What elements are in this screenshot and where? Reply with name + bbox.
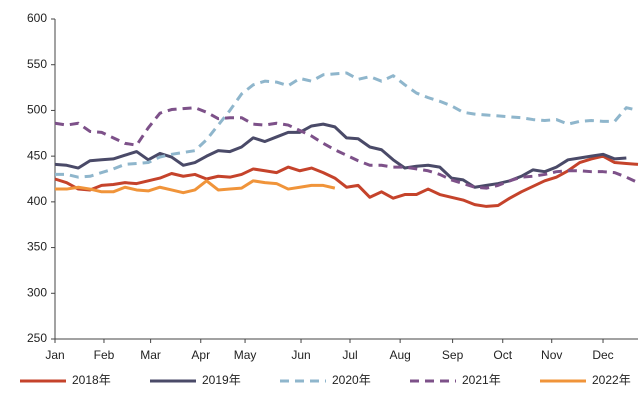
x-tick-label: Aug <box>389 348 410 362</box>
x-tick-label: Mar <box>140 348 161 362</box>
x-tick-label: Feb <box>94 348 115 362</box>
x-tick-label: Jun <box>291 348 310 362</box>
y-tick-label: 350 <box>27 240 47 254</box>
x-tick-label: Jan <box>45 348 64 362</box>
legend-label: 2020年 <box>332 373 371 387</box>
legend-label: 2018年 <box>72 373 111 387</box>
x-tick-label: Nov <box>541 348 562 362</box>
x-tick-label: Sep <box>442 348 464 362</box>
legend-label: 2021年 <box>462 373 501 387</box>
x-tick-label: Oct <box>493 348 512 362</box>
y-tick-label: 300 <box>27 285 47 299</box>
series-line <box>55 71 639 179</box>
y-tick-label: 600 <box>27 11 47 25</box>
x-tick-label: Jul <box>342 348 357 362</box>
x-tick-label: Apr <box>191 348 210 362</box>
series-line <box>54 122 627 189</box>
legend-label: 2019年 <box>202 373 241 387</box>
y-tick-label: 400 <box>27 194 47 208</box>
series-line <box>54 106 639 190</box>
legend-label: 2022年 <box>592 373 631 387</box>
y-tick-label: 500 <box>27 103 47 117</box>
y-tick-label: 550 <box>27 57 47 71</box>
series-line <box>55 179 336 195</box>
series-line <box>54 154 639 208</box>
y-tick-label: 450 <box>27 148 47 162</box>
x-tick-label: Dec <box>592 348 613 362</box>
x-tick-label: May <box>234 348 257 362</box>
y-tick-label: 250 <box>27 331 47 345</box>
